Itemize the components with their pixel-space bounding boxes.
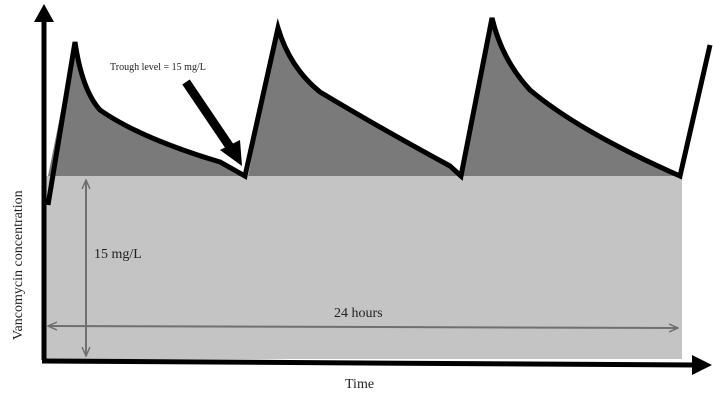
below-trough-band xyxy=(44,176,682,359)
level-label: 15 mg/L xyxy=(94,247,142,262)
above-trough-area xyxy=(48,18,680,176)
span-label: 24 hours xyxy=(334,306,383,321)
trough-pointer-arrow xyxy=(182,79,236,153)
x-axis-arrowhead xyxy=(692,355,712,375)
y-axis-arrowhead xyxy=(34,4,54,22)
x-axis-label: Time xyxy=(345,377,374,392)
x-axis xyxy=(41,358,696,368)
concentration-curve xyxy=(45,17,713,206)
span-dimension-line xyxy=(48,326,678,328)
y-axis-label: Vancomycin concentration xyxy=(11,190,26,340)
trough-pointer-arrowhead xyxy=(220,140,242,166)
trough-annotation: Trough level = 15 mg/L xyxy=(110,62,206,73)
